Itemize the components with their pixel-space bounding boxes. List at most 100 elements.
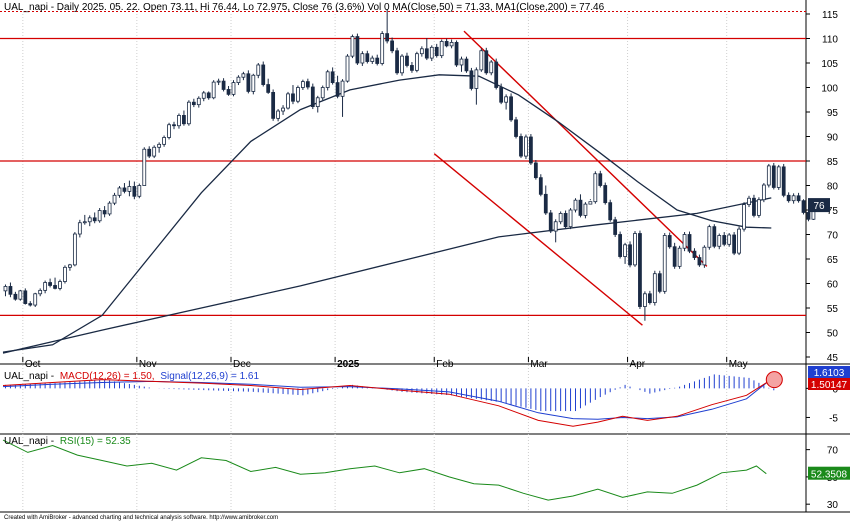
candle-body	[742, 204, 746, 230]
candle-body	[558, 213, 563, 223]
candle-body	[221, 80, 226, 90]
candle-body	[647, 293, 652, 304]
last-price-badge	[808, 198, 830, 213]
candle-body	[82, 221, 87, 224]
candle-body	[385, 33, 390, 42]
candle-body	[310, 86, 315, 108]
candle-body	[732, 234, 737, 254]
candle-body	[533, 162, 538, 179]
rsi-line	[2, 439, 767, 501]
candle-body	[747, 197, 751, 206]
candle-body	[335, 82, 340, 97]
y-tick-label: 110	[822, 35, 838, 46]
candle-body	[464, 58, 469, 72]
candle-body	[281, 107, 285, 112]
candle-body	[162, 137, 166, 145]
candle-body	[608, 202, 613, 221]
candle-body	[781, 166, 786, 196]
candle-body	[791, 195, 796, 202]
candle-body	[727, 234, 732, 245]
y-tick-label: 80	[827, 182, 839, 193]
candle-body	[494, 61, 499, 88]
candle-body	[504, 96, 509, 103]
candle-body	[806, 212, 811, 220]
candle-body	[682, 234, 687, 249]
candle-body	[598, 173, 603, 186]
candle-body	[23, 290, 28, 304]
candle-body	[18, 290, 23, 300]
candle-body	[177, 115, 181, 127]
signal-badge	[808, 365, 850, 378]
x-tick-label: Apr	[630, 359, 646, 370]
candle-body	[796, 195, 801, 202]
candle-body	[553, 221, 558, 232]
candle-body	[702, 246, 707, 266]
y-tick-label: 90	[827, 133, 839, 144]
candle-body	[766, 165, 771, 186]
candle-body	[419, 48, 424, 55]
price-pane	[0, 9, 816, 354]
candle-body	[87, 217, 92, 223]
candle-body	[712, 226, 717, 247]
candle-body	[548, 212, 553, 232]
macd-line	[2, 379, 772, 427]
macd-badge-label: 1.50147	[811, 380, 848, 391]
candle-body	[236, 76, 241, 83]
candle-body	[196, 97, 201, 106]
macd-badge	[808, 377, 850, 390]
candle-body	[588, 201, 593, 205]
rsi-y-tick-label: 30	[827, 500, 839, 511]
x-tick-label: Dec	[233, 359, 251, 370]
candle-body	[350, 36, 355, 57]
candle-body	[137, 185, 142, 197]
trend-channel-line	[433, 153, 643, 326]
candle-body	[563, 213, 568, 228]
y-tick-label: 85	[827, 157, 839, 168]
macd-pane	[2, 371, 783, 427]
axes: Oct Nov Dec 2025 Feb Mar Apr May 45 50 55 60 65 70 75 8…	[22, 10, 850, 511]
candle-body	[524, 136, 528, 157]
candle-body	[593, 173, 598, 203]
candle-body	[529, 136, 533, 164]
candle-body	[325, 71, 330, 88]
x-tick-label: Oct	[25, 359, 41, 370]
candle-body	[761, 184, 766, 201]
candle-body	[167, 124, 171, 138]
candle-body	[390, 40, 394, 52]
candle-body	[573, 199, 578, 211]
y-tick-label: 55	[827, 304, 839, 315]
candle-body	[8, 286, 13, 295]
y-tick-label: 105	[821, 59, 838, 70]
footer-credit: Created with AmiBroker - advanced charti…	[4, 515, 278, 521]
candle-body	[72, 233, 77, 266]
candle-body	[186, 101, 191, 125]
candle-body	[216, 80, 221, 83]
candle-body	[182, 115, 186, 125]
candle-body	[722, 235, 727, 245]
candle-body	[499, 87, 504, 103]
candle-body	[434, 46, 439, 57]
candle-body	[801, 200, 806, 213]
candle-body	[201, 92, 206, 99]
candle-body	[77, 222, 82, 235]
candle-body	[300, 81, 305, 88]
candle-body	[707, 226, 712, 248]
x-tick-label: May	[729, 359, 748, 370]
candle-body	[340, 80, 345, 97]
candle-body	[657, 273, 662, 292]
candle-body	[509, 96, 513, 121]
ma200-line	[2, 197, 772, 354]
last-price-label: 76	[813, 201, 825, 212]
candle-body	[474, 69, 479, 89]
candle-body	[469, 70, 474, 89]
macd-y-tick-label: -5	[829, 413, 838, 424]
y-tick-label: 50	[827, 329, 839, 340]
candle-body	[127, 186, 132, 192]
candle-body	[211, 81, 216, 99]
candle-body	[652, 273, 657, 304]
candle-body	[305, 81, 310, 88]
candle-body	[643, 293, 647, 307]
candle-body	[429, 46, 434, 59]
candle-body	[737, 228, 741, 254]
candle-body	[538, 177, 543, 195]
